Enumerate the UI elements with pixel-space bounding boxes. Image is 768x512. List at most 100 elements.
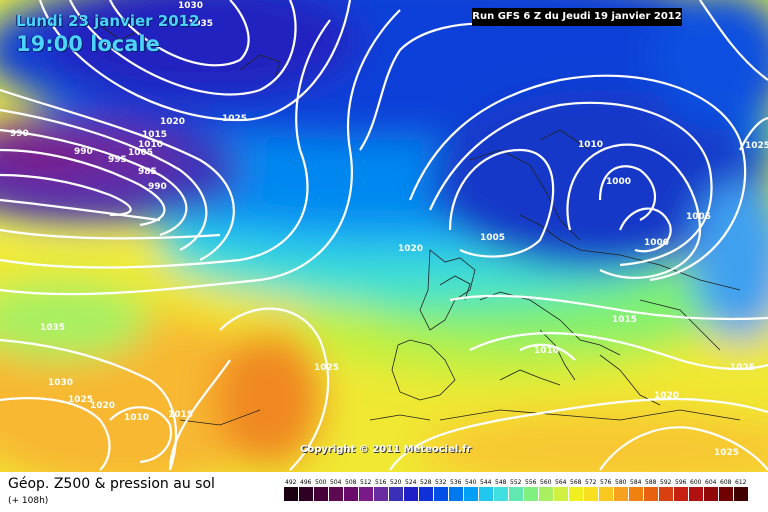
scale-swatch [449, 487, 463, 501]
isobar-label: 1035 [40, 323, 65, 333]
scale-label: 568 [570, 479, 582, 486]
scale-swatch [509, 487, 523, 501]
scale-swatch [659, 487, 673, 501]
scale-swatch [719, 487, 733, 501]
isobar-label: 990 [10, 129, 29, 139]
run-title: Run GFS 6 Z du Jeudi 19 janvier 2012 [472, 8, 682, 26]
scale-swatch [599, 487, 613, 501]
isobar-label: 1010 [534, 346, 559, 356]
isobar-label: 1035 [188, 19, 213, 29]
legend-title: Géop. Z500 & pression au sol [8, 476, 215, 492]
scale-swatch [344, 487, 358, 501]
scale-label: 520 [390, 479, 402, 486]
copyright-notice: Copyright © 2011 Meteociel.fr [300, 444, 472, 455]
scale-swatch [584, 487, 598, 501]
isobar-labels: 1030 1035 1025 1020 1015 1010 1005 990 9… [10, 1, 768, 458]
scale-label: 516 [375, 479, 387, 486]
scale-label: 532 [435, 479, 447, 486]
scale-label: 496 [300, 479, 312, 486]
scale-swatch [359, 487, 373, 501]
isobar-label: 1025 [714, 448, 739, 458]
isobar-label: 1020 [654, 391, 679, 401]
scale-swatch [464, 487, 478, 501]
scale-swatch [374, 487, 388, 501]
scale-swatch [539, 487, 553, 501]
isobar-label: 985 [138, 167, 157, 177]
isobar-lines [0, 0, 768, 471]
scale-label: 552 [510, 479, 522, 486]
scale-swatch [734, 487, 748, 501]
isobar-label: 1025 [745, 141, 768, 151]
isobar-label: 1005 [128, 148, 153, 158]
scale-swatch [314, 487, 328, 501]
scale-swatch [554, 487, 568, 501]
legend-panel: Géop. Z500 & pression au sol (+ 108h) 49… [0, 472, 768, 512]
scale-label: 560 [540, 479, 552, 486]
scale-label: 592 [660, 479, 672, 486]
scale-label: 604 [705, 479, 717, 486]
scale-swatch [389, 487, 403, 501]
scale-swatch [614, 487, 628, 501]
scale-label: 580 [615, 479, 627, 486]
isobar-label: 1015 [612, 315, 637, 325]
isobar-label: 1020 [160, 117, 185, 127]
isobar-label: 1030 [48, 378, 73, 388]
scale-label: 540 [465, 479, 477, 486]
forecast-time: 19:00 locale [16, 32, 160, 56]
scale-swatch [524, 487, 538, 501]
scale-label: 584 [630, 479, 642, 486]
legend-subtitle: (+ 108h) [8, 496, 49, 506]
scale-swatch [479, 487, 493, 501]
scale-label: 528 [420, 479, 432, 486]
isobar-label: 1025 [68, 395, 93, 405]
scale-swatch [419, 487, 433, 501]
scale-label: 536 [450, 479, 462, 486]
scale-label: 588 [645, 479, 657, 486]
scale-swatch [629, 487, 643, 501]
isobar-label: 1005 [686, 212, 711, 222]
isobar-label: 1000 [606, 177, 631, 187]
scale-swatch [569, 487, 583, 501]
isobar-label: 1015 [142, 130, 167, 140]
scale-swatch [329, 487, 343, 501]
scale-swatch [494, 487, 508, 501]
scale-label: 556 [525, 479, 537, 486]
scale-swatch [674, 487, 688, 501]
scale-swatch [434, 487, 448, 501]
isobar-label: 1020 [90, 401, 115, 411]
scale-swatch [404, 487, 418, 501]
scale-label: 572 [585, 479, 597, 486]
scale-swatch [284, 487, 298, 501]
scale-swatch [689, 487, 703, 501]
isobar-label: 990 [148, 182, 167, 192]
scale-label: 612 [735, 479, 747, 486]
isobar-label: 1030 [178, 1, 203, 11]
scale-label: 500 [315, 479, 327, 486]
geopotential-map: 1030 1035 1025 1020 1015 1010 1005 990 9… [0, 0, 768, 472]
scale-label: 596 [675, 479, 687, 486]
isobar-label: 990 [74, 147, 93, 157]
isobar-label: 1010 [124, 413, 149, 423]
isobar-label: 1005 [480, 233, 505, 243]
isobar-label: 1000 [644, 238, 669, 248]
scale-label: 524 [405, 479, 417, 486]
scale-label: 600 [690, 479, 702, 486]
scale-label: 564 [555, 479, 567, 486]
isobar-label: 1015 [168, 410, 193, 420]
isobar-label: 1025 [222, 114, 247, 124]
scale-label: 608 [720, 479, 732, 486]
coastlines [99, 24, 741, 426]
forecast-date: Lundi 23 janvier 2012 [16, 12, 200, 30]
isobar-label: 1020 [398, 244, 423, 254]
isobar-label: 1010 [138, 140, 163, 150]
scale-label: 576 [600, 479, 612, 486]
isobar-label: 1025 [314, 363, 339, 373]
scale-label: 544 [480, 479, 492, 486]
scale-swatch [299, 487, 313, 501]
color-scale: 492 496 500 504 508 512 516 520 524 528 532 536 540 5… [284, 479, 748, 501]
scale-label: 492 [285, 479, 297, 486]
scale-label: 512 [360, 479, 372, 486]
scale-label: 548 [495, 479, 507, 486]
scale-label: 504 [330, 479, 342, 486]
